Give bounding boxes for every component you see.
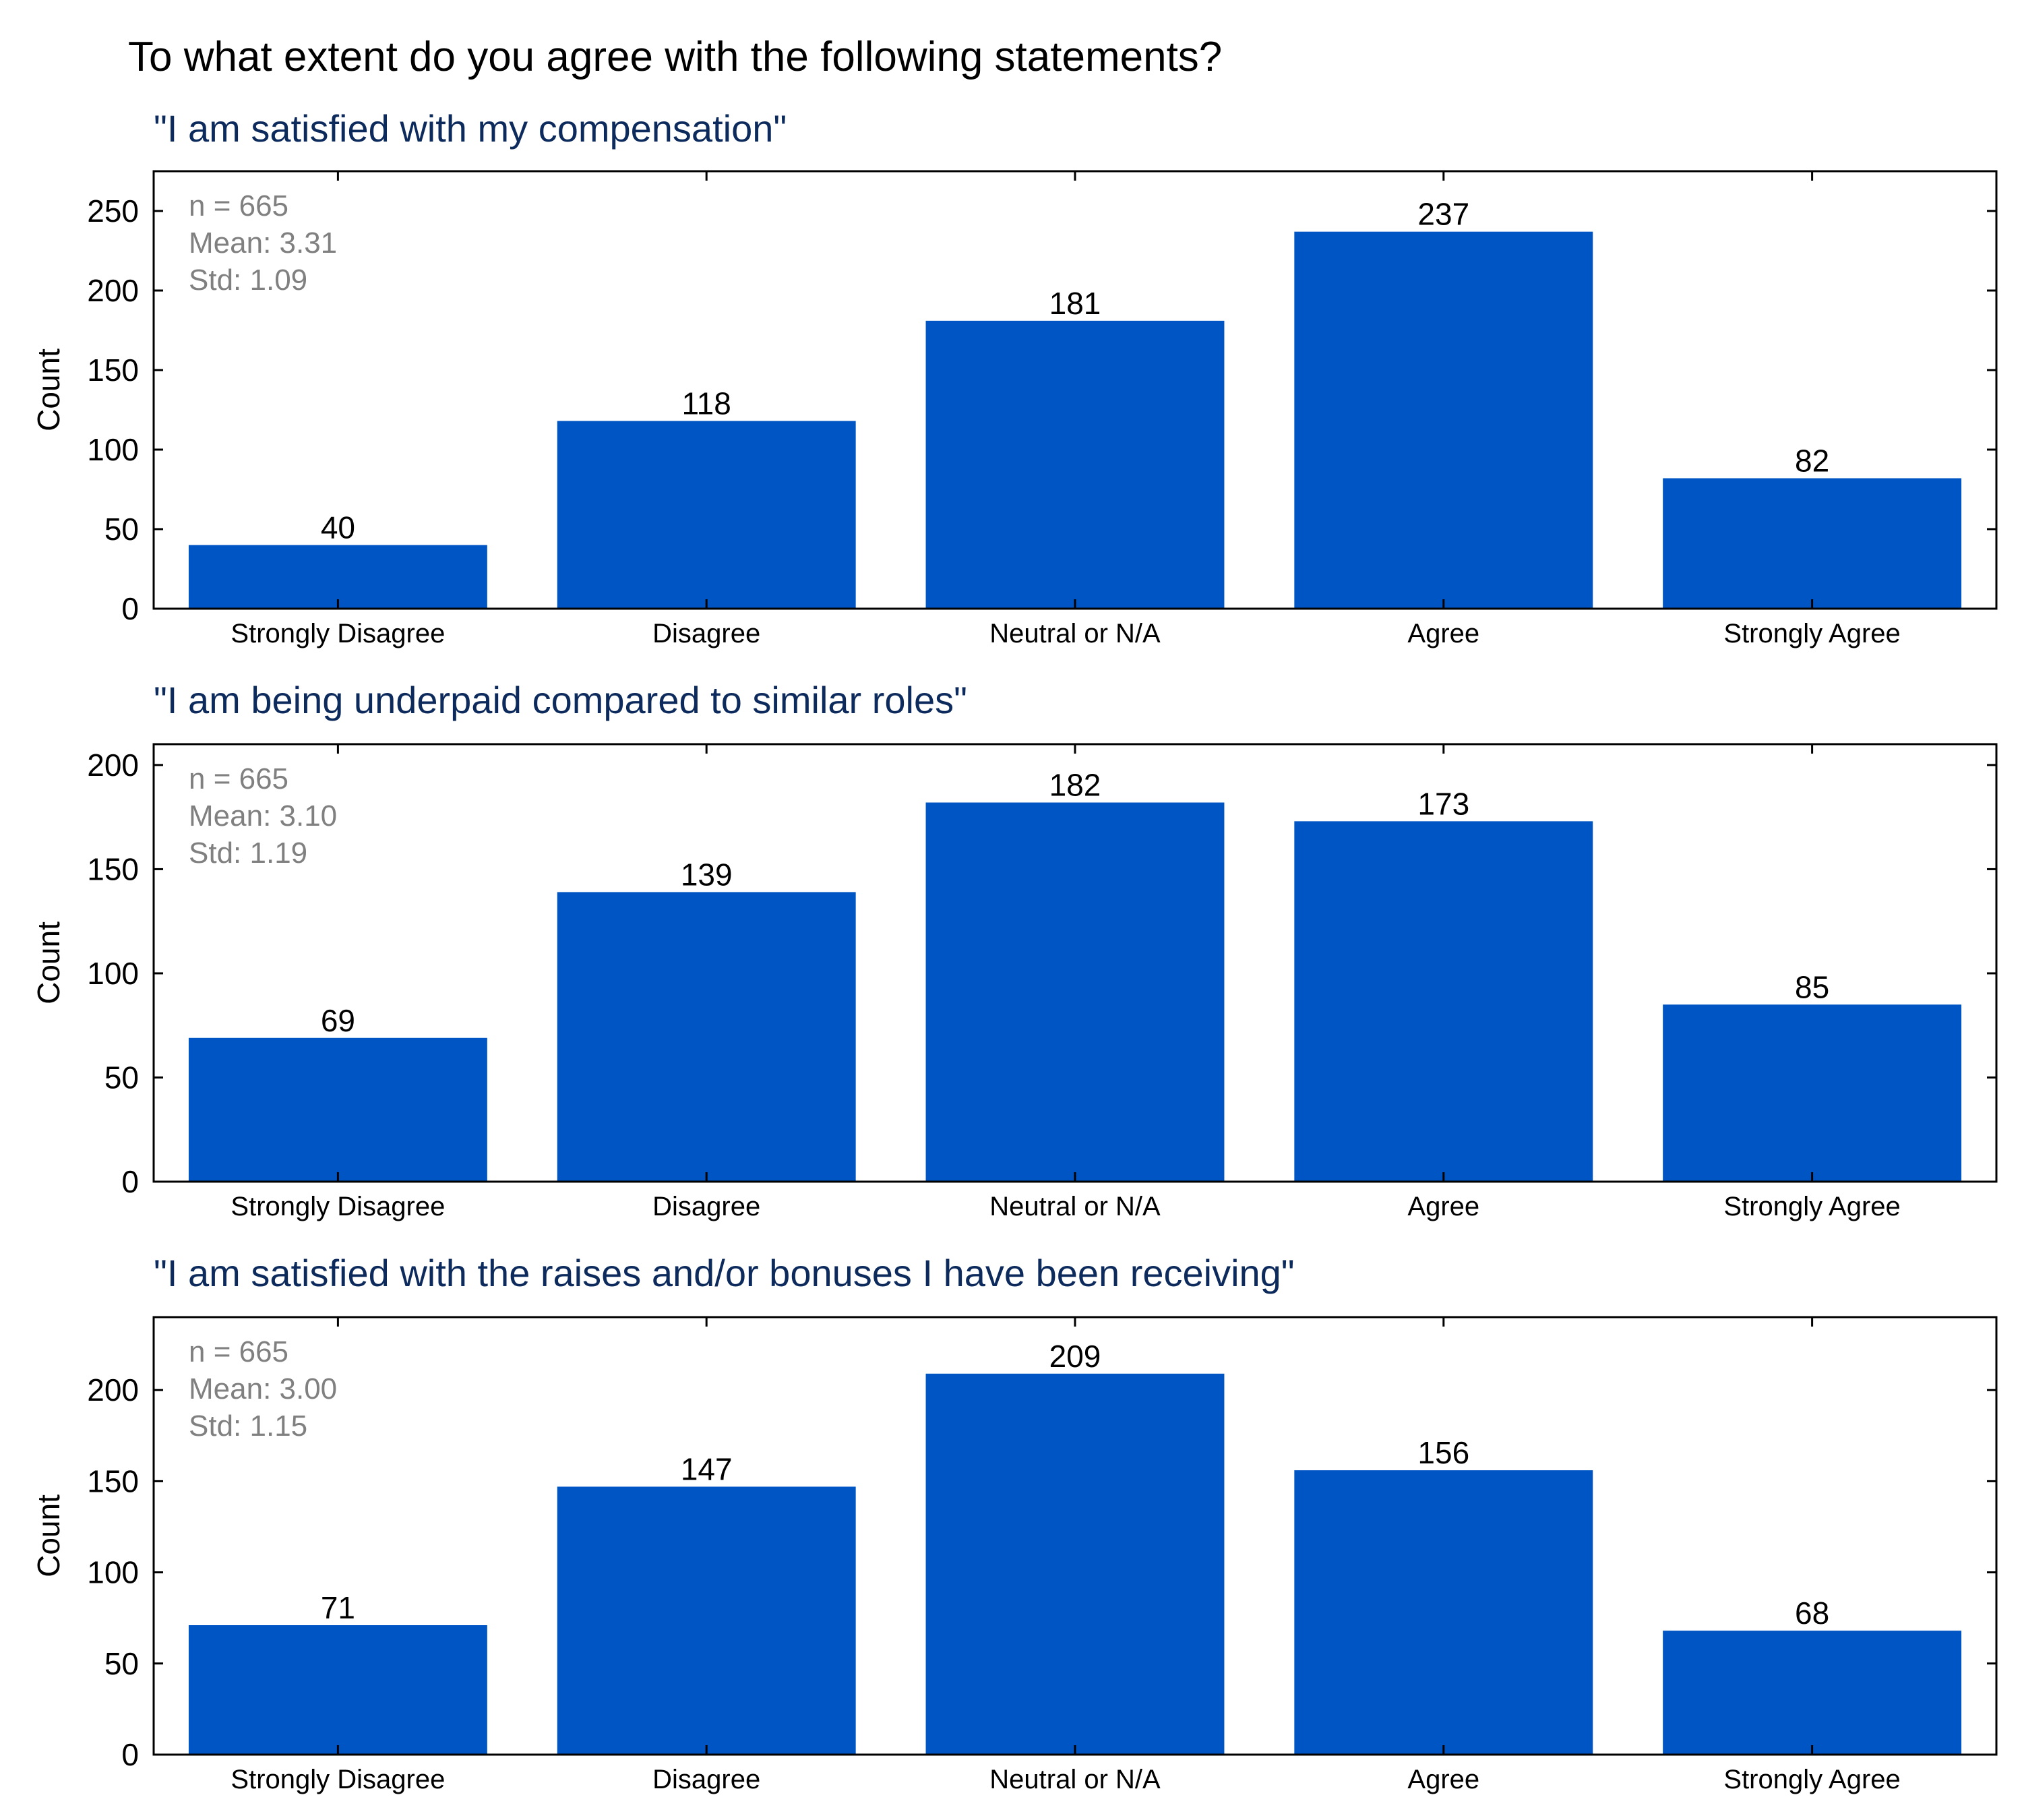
chart-3-xtick-label: Neutral or N/A xyxy=(989,1765,1161,1794)
chart-2-xtick-label: Strongly Agree xyxy=(1723,1192,1900,1221)
chart-1-ytick-label: 250 xyxy=(87,193,139,229)
chart-2-bar-label: 139 xyxy=(681,857,733,892)
chart-3-xtick-label: Agree xyxy=(1407,1765,1479,1794)
chart-1-bar-label: 82 xyxy=(1795,443,1829,478)
chart-1-xtick-label: Strongly Agree xyxy=(1723,619,1900,648)
chart-1-title: "I am satisfied with my compensation" xyxy=(154,107,787,150)
chart-1-xtick-label: Disagree xyxy=(652,619,760,648)
chart-1-bar-label: 40 xyxy=(321,510,355,545)
chart-1-bar-label: 237 xyxy=(1417,197,1469,232)
chart-3-ylabel: Count xyxy=(31,1494,66,1577)
chart-3-bar-label: 71 xyxy=(321,1590,355,1625)
chart-1-xtick-label: Neutral or N/A xyxy=(989,619,1161,648)
chart-2-ytick-label: 200 xyxy=(87,748,139,783)
chart-1-bar-label: 181 xyxy=(1049,286,1101,321)
chart-2-title: "I am being underpaid compared to simila… xyxy=(154,679,967,721)
chart-2-bar xyxy=(188,1037,487,1182)
chart-2-ytick-label: 150 xyxy=(87,851,139,886)
chart-2-bar-label: 69 xyxy=(321,1003,355,1038)
chart-3-bar-label: 156 xyxy=(1417,1435,1469,1470)
chart-3-bar xyxy=(557,1486,856,1755)
chart-1-ylabel: Count xyxy=(31,348,66,431)
chart-2-stats-line: n = 665 xyxy=(189,762,288,795)
chart-1-ytick-label: 0 xyxy=(121,591,139,626)
chart-2-xtick-label: Agree xyxy=(1407,1192,1479,1221)
chart-2-bar-label: 182 xyxy=(1049,768,1101,803)
chart-3-bar xyxy=(925,1373,1225,1755)
chart-2-bar xyxy=(1294,821,1593,1182)
chart-2-ytick-label: 50 xyxy=(104,1060,139,1095)
chart-1-stats-line: Mean: 3.31 xyxy=(189,226,337,260)
chart-1-stats-line: n = 665 xyxy=(189,189,288,222)
chart-2-bar-label: 85 xyxy=(1795,969,1829,1004)
chart-2-bar xyxy=(557,892,856,1182)
chart-3-xtick-label: Strongly Disagree xyxy=(231,1765,445,1794)
chart-3-ytick-label: 100 xyxy=(87,1555,139,1590)
chart-1-bar xyxy=(1294,231,1593,609)
chart-2-xtick-label: Disagree xyxy=(652,1192,760,1221)
chart-panels: "I am satisfied with my compensation" 40 1… xyxy=(31,107,1998,1794)
chart-2-ytick-label: 100 xyxy=(87,956,139,991)
chart-3-bar xyxy=(1663,1631,1962,1755)
chart-3-ytick-label: 0 xyxy=(121,1737,139,1772)
chart-3-ytick-label: 150 xyxy=(87,1463,139,1498)
chart-1-ytick-label: 50 xyxy=(104,512,139,547)
chart-1-bar xyxy=(925,320,1225,609)
chart-3-title: "I am satisfied with the raises and/or b… xyxy=(154,1252,1295,1294)
chart-1-xtick-label: Agree xyxy=(1407,619,1479,648)
chart-3-bar-label: 147 xyxy=(681,1451,733,1486)
chart-panel-1: "I am satisfied with my compensation" 40 1… xyxy=(31,107,1998,648)
chart-3-stats-line: Std: 1.15 xyxy=(189,1409,307,1443)
chart-1-ytick-label: 100 xyxy=(87,432,139,467)
chart-3-bar xyxy=(188,1625,487,1755)
chart-3-xtick-label: Strongly Agree xyxy=(1723,1765,1900,1794)
chart-panel-2: "I am being underpaid compared to simila… xyxy=(31,679,1998,1221)
chart-1-bar xyxy=(1663,478,1962,609)
chart-1-bar xyxy=(557,421,856,609)
chart-1-bar-label: 118 xyxy=(682,386,731,421)
chart-3-xtick-label: Disagree xyxy=(652,1765,760,1794)
chart-2-bar-label: 173 xyxy=(1417,786,1469,821)
chart-3-stats-line: Mean: 3.00 xyxy=(189,1372,337,1405)
chart-3-bar-label: 68 xyxy=(1795,1596,1829,1631)
figure-title: To what extent do you agree with the fol… xyxy=(128,34,1222,80)
chart-2-stats-line: Std: 1.19 xyxy=(189,837,307,870)
chart-1-xtick-label: Strongly Disagree xyxy=(231,619,445,648)
chart-2-xtick-label: Strongly Disagree xyxy=(231,1192,445,1221)
chart-3-bar-label: 209 xyxy=(1049,1339,1101,1374)
chart-3-stats-line: n = 665 xyxy=(189,1335,288,1368)
chart-3-ytick-label: 50 xyxy=(104,1646,139,1681)
chart-3-bar xyxy=(1294,1470,1593,1755)
chart-2-bar xyxy=(1663,1004,1962,1182)
chart-2-xtick-label: Neutral or N/A xyxy=(989,1192,1161,1221)
chart-1-ytick-label: 150 xyxy=(87,353,139,388)
chart-2-ylabel: Count xyxy=(31,921,66,1004)
chart-1-bar xyxy=(188,545,487,609)
chart-panel-3: "I am satisfied with the raises and/or b… xyxy=(31,1252,1998,1794)
chart-1-stats-line: Std: 1.09 xyxy=(189,264,307,297)
chart-1-ytick-label: 200 xyxy=(87,273,139,308)
chart-2-stats-line: Mean: 3.10 xyxy=(189,799,337,832)
chart-3-ytick-label: 200 xyxy=(87,1372,139,1407)
chart-2-ytick-label: 0 xyxy=(121,1164,139,1199)
chart-2-bar xyxy=(925,802,1225,1182)
